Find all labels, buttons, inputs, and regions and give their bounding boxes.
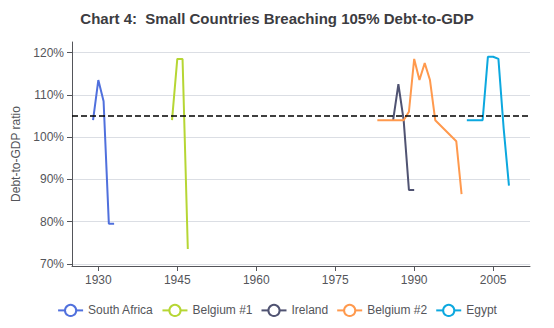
svg-text:90%: 90% [40,172,64,186]
svg-text:Belgium #2: Belgium #2 [367,303,427,317]
svg-text:110%: 110% [34,88,64,102]
svg-text:1960: 1960 [243,273,270,287]
svg-text:Chart 4: Small Countries Brea: Chart 4: Small Countries Breaching 105% … [80,10,473,27]
svg-text:2005: 2005 [480,273,507,287]
svg-text:South Africa: South Africa [88,303,153,317]
svg-text:1975: 1975 [322,273,349,287]
svg-text:80%: 80% [40,215,64,229]
svg-text:1945: 1945 [164,273,191,287]
svg-text:70%: 70% [40,257,64,271]
svg-text:Egypt: Egypt [466,303,497,317]
svg-text:Debt-to-GDP ratio: Debt-to-GDP ratio [9,106,23,202]
svg-text:Belgium #1: Belgium #1 [192,303,252,317]
svg-text:100%: 100% [33,130,64,144]
svg-text:1990: 1990 [401,273,428,287]
svg-text:1930: 1930 [85,273,112,287]
svg-text:Ireland: Ireland [291,303,328,317]
svg-text:120%: 120% [33,46,64,60]
